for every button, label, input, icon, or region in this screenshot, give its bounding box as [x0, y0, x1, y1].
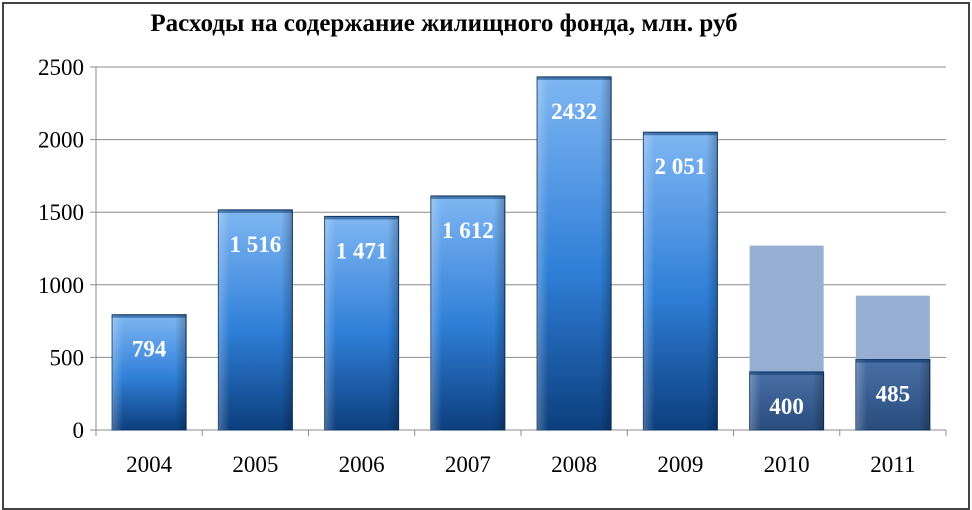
data-label: 1 516: [230, 232, 282, 257]
bars-layer: [111, 76, 931, 431]
bar-cap: [749, 371, 824, 375]
bar-shading: [643, 132, 718, 430]
y-tick-label: 2000: [38, 128, 84, 153]
bar-shading: [324, 216, 399, 430]
x-tick-label: 2008: [551, 452, 597, 477]
chart-title: Расходы на содержание жилищного фонда, м…: [150, 10, 738, 37]
data-label: 794: [132, 337, 167, 362]
bar-shading: [537, 76, 612, 430]
bar-shading: [430, 195, 505, 430]
bar-cap: [643, 132, 718, 136]
x-tick-label: 2006: [339, 452, 385, 477]
bar-cap: [218, 209, 293, 213]
bar-cap: [324, 216, 399, 220]
x-tick-label: 2004: [126, 452, 173, 477]
x-tick-label: 2005: [232, 452, 278, 477]
x-tick-label: 2010: [764, 452, 810, 477]
data-label: 1 471: [336, 238, 388, 263]
y-tick-label: 2500: [38, 55, 84, 80]
bar-shading: [855, 359, 930, 430]
y-tick-label: 1000: [38, 273, 84, 298]
x-tick-label: 2007: [445, 452, 491, 477]
bar-shading: [218, 209, 293, 430]
x-tick-label: 2011: [870, 452, 915, 477]
y-tick-label: 1500: [38, 200, 84, 225]
data-label: 1 612: [442, 218, 494, 243]
bar-cap: [855, 359, 930, 363]
data-label: 485: [876, 382, 911, 407]
labels-layer: 0 500 1000 1500 2000 2500 794 2004 1 516 2005 1 47…: [38, 55, 915, 477]
y-tick-label: 0: [73, 418, 85, 443]
bar-cap: [430, 195, 505, 199]
bar-cap: [537, 76, 612, 80]
bar-shading: [749, 371, 824, 430]
data-label: 400: [769, 394, 804, 419]
y-tick-label: 500: [50, 345, 85, 370]
bar-shading: [112, 314, 187, 430]
bar-cap: [112, 314, 187, 318]
x-tick-label: 2009: [657, 452, 703, 477]
data-label: 2432: [551, 99, 597, 124]
data-label: 2 051: [655, 154, 707, 179]
